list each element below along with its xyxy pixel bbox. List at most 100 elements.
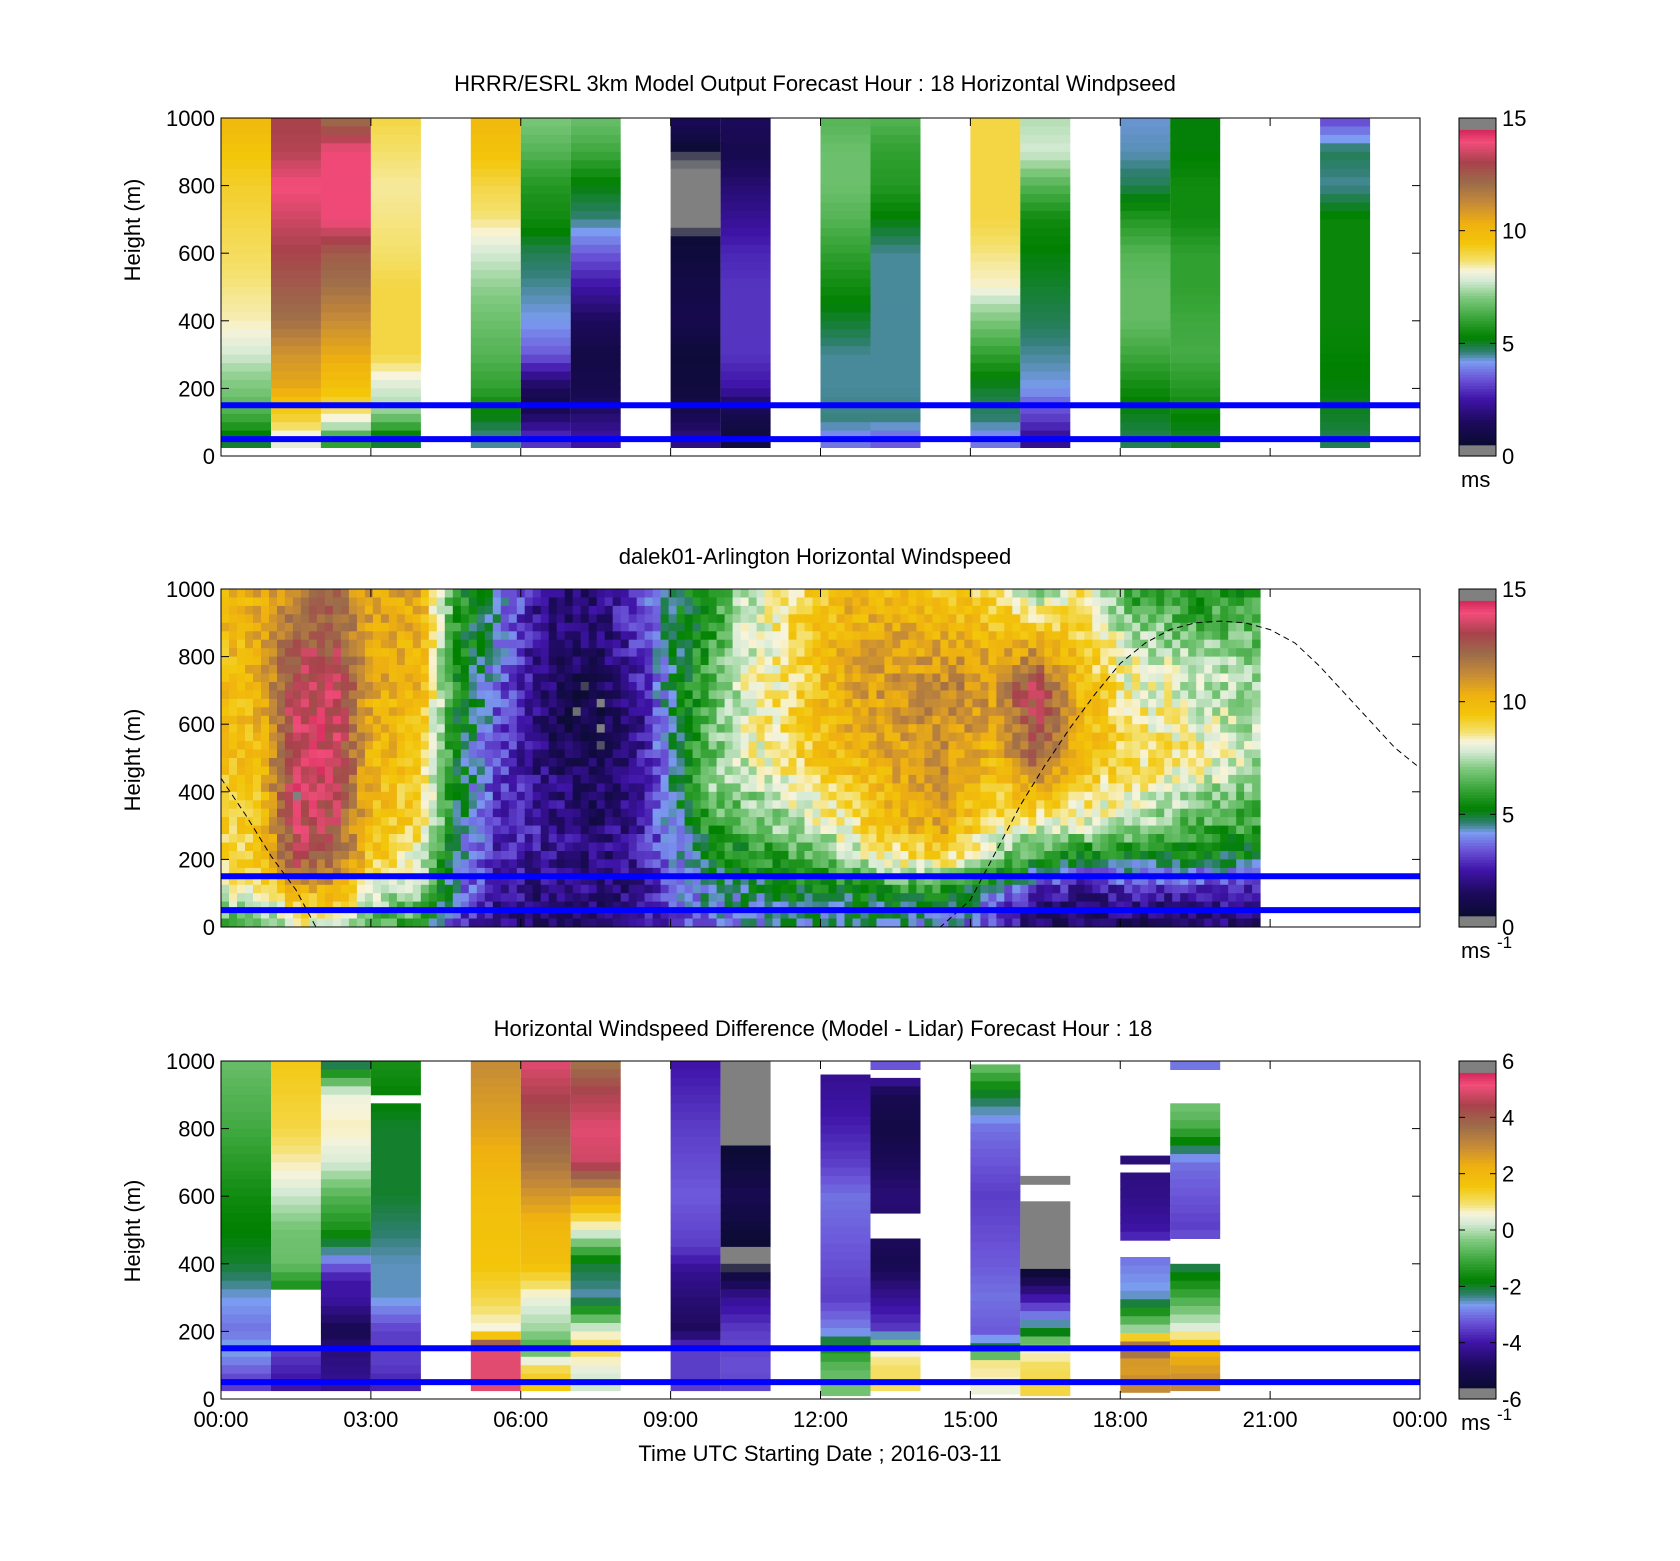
heatmap-cell bbox=[1120, 219, 1171, 229]
heatmap-cell bbox=[476, 665, 486, 674]
heatmap-cell bbox=[540, 876, 550, 886]
heatmap-cell bbox=[269, 774, 278, 784]
heatmap-cell bbox=[396, 648, 406, 658]
heatmap-cell bbox=[956, 783, 965, 793]
heatmap-cell bbox=[520, 219, 571, 229]
heatmap-cell bbox=[237, 665, 246, 674]
heatmap-cell bbox=[876, 808, 885, 818]
heatmap-cell bbox=[870, 244, 921, 254]
heatmap-cell bbox=[520, 202, 571, 212]
heatmap-cell bbox=[221, 320, 271, 330]
heatmap-cell bbox=[844, 783, 853, 793]
heatmap-cell bbox=[261, 732, 270, 742]
heatmap-cell bbox=[340, 808, 350, 818]
heatmap-cell bbox=[320, 337, 371, 347]
heatmap-cell bbox=[388, 605, 398, 615]
heatmap-cell bbox=[756, 741, 766, 750]
heatmap-cell bbox=[520, 295, 571, 305]
heatmap-cell bbox=[520, 134, 571, 144]
heatmap-cell bbox=[348, 851, 358, 860]
heatmap-cell bbox=[720, 151, 771, 161]
heatmap-cell bbox=[1170, 312, 1221, 322]
heatmap-cell bbox=[670, 177, 721, 187]
heatmap-cell bbox=[460, 893, 470, 903]
heatmap-cell bbox=[308, 867, 318, 877]
heatmap-cell bbox=[700, 605, 710, 615]
heatmap-cell bbox=[772, 749, 781, 759]
heatmap-cell bbox=[908, 901, 917, 911]
heatmap-cell bbox=[370, 134, 421, 144]
heatmap-cell bbox=[570, 227, 621, 237]
heatmap-cell bbox=[900, 749, 909, 759]
heatmap-cell bbox=[692, 859, 702, 869]
heatmap-cell bbox=[332, 867, 342, 877]
heatmap-cell bbox=[316, 825, 326, 835]
heatmap-cell bbox=[332, 791, 342, 801]
heatmap-cell bbox=[229, 698, 238, 708]
heatmap-cell bbox=[229, 741, 238, 750]
heatmap-cell bbox=[980, 791, 989, 801]
heatmap-cell bbox=[596, 597, 606, 607]
heatmap-cell bbox=[452, 639, 462, 649]
heatmap-cell bbox=[580, 589, 590, 598]
heatmap-cell bbox=[468, 690, 478, 700]
heatmap-cell bbox=[1120, 185, 1171, 195]
heatmap-cell bbox=[748, 707, 758, 717]
heatmap-cell bbox=[588, 808, 598, 818]
heatmap-cell bbox=[1170, 211, 1221, 220]
heatmap-cell bbox=[572, 724, 582, 734]
heatmap-cell bbox=[548, 825, 558, 835]
heatmap-cell bbox=[332, 893, 342, 903]
heatmap-cell bbox=[684, 749, 694, 759]
heatmap-cell bbox=[261, 715, 270, 725]
colorbar-segment bbox=[1459, 365, 1496, 370]
heatmap-cell bbox=[980, 842, 989, 852]
heatmap-cell bbox=[404, 893, 414, 903]
heatmap-cell bbox=[980, 682, 989, 691]
heatmap-cell bbox=[956, 605, 965, 615]
heatmap-cell bbox=[780, 682, 789, 691]
y-tick-label: 1000 bbox=[166, 106, 215, 131]
heatmap-cell bbox=[1028, 656, 1037, 666]
heatmap-cell bbox=[380, 673, 390, 683]
heatmap-cell bbox=[524, 715, 534, 725]
heatmap-cell bbox=[500, 910, 510, 919]
heatmap-cell bbox=[269, 884, 278, 894]
heatmap-cell bbox=[892, 724, 901, 734]
heatmap-cell bbox=[308, 842, 318, 852]
heatmap-cell bbox=[836, 808, 845, 818]
heatmap-cell bbox=[828, 893, 837, 903]
heatmap-cell bbox=[300, 597, 310, 607]
heatmap-cell bbox=[1036, 614, 1045, 624]
heatmap-cell bbox=[844, 639, 853, 649]
heatmap-cell bbox=[804, 665, 813, 674]
heatmap-cell bbox=[720, 303, 771, 313]
heatmap-cell bbox=[620, 901, 630, 911]
heatmap-cell bbox=[412, 918, 422, 928]
heatmap-cell bbox=[988, 851, 997, 860]
heatmap-cell bbox=[436, 774, 446, 784]
heatmap-cell bbox=[676, 707, 686, 717]
heatmap-cell bbox=[428, 631, 438, 641]
heatmap-cell bbox=[870, 168, 921, 178]
heatmap-cell bbox=[470, 312, 521, 322]
heatmap-cell bbox=[340, 715, 350, 725]
heatmap-cell bbox=[796, 800, 805, 810]
heatmap-cell bbox=[261, 605, 270, 615]
heatmap-cell bbox=[1020, 270, 1071, 279]
heatmap-cell bbox=[588, 791, 598, 801]
heatmap-cell bbox=[520, 422, 571, 432]
heatmap-cell bbox=[404, 614, 414, 624]
heatmap-cell bbox=[452, 597, 462, 607]
heatmap-cell bbox=[324, 825, 334, 835]
heatmap-cell bbox=[364, 631, 374, 641]
heatmap-cell bbox=[604, 597, 614, 607]
heatmap-cell bbox=[860, 639, 869, 649]
heatmap-cell bbox=[320, 413, 371, 423]
heatmap-cell bbox=[900, 910, 909, 919]
heatmap-cell bbox=[956, 639, 965, 649]
heatmap-cell bbox=[271, 320, 321, 330]
heatmap-cell bbox=[332, 597, 342, 607]
heatmap-cell bbox=[277, 698, 286, 708]
